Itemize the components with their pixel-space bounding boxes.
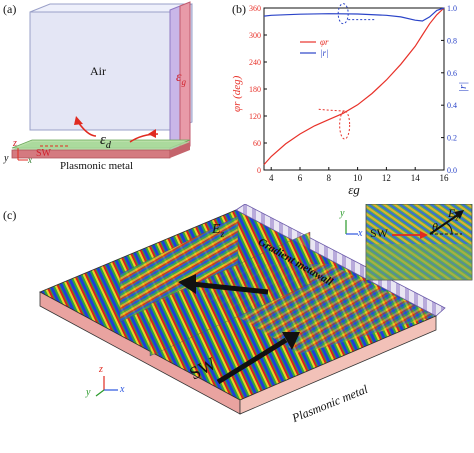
y-right-tick-label: 0.6 <box>447 69 457 78</box>
x-tick-label: 14 <box>411 173 421 183</box>
plasmonic-label-a: Plasmonic metal <box>60 160 134 172</box>
axis-x-a: x <box>28 155 32 165</box>
reflected-arrow-head <box>178 274 196 294</box>
x-tick-label: 4 <box>269 173 274 183</box>
mag-marker-ellipse <box>337 3 349 25</box>
x-tick-label: 10 <box>353 173 363 183</box>
series-line-phase <box>263 7 445 165</box>
axis-y-c: y <box>86 387 91 398</box>
panel-b-label: (b) <box>232 2 246 16</box>
field-map-3d <box>39 203 473 415</box>
y-left-tick-label: 360 <box>249 4 261 13</box>
y-right-tick-label: 0.2 <box>447 134 457 143</box>
y-right-axis-label: |r| <box>457 82 469 92</box>
inset-angle-arc <box>445 222 453 235</box>
inset-wall <box>366 244 472 280</box>
inset-ez-sub: z <box>455 213 459 223</box>
air-box-top <box>29 3 193 13</box>
eps-g-sub: g <box>181 76 187 87</box>
air-label: Air <box>90 64 106 78</box>
y-left-tick-label: 0 <box>257 166 261 175</box>
phase-reflection-chart: 4 6 8 10 12 14 16 0 60 120 180 240 300 360 0.0 0.2 0.4 0.… <box>231 3 469 197</box>
eps-g-symbol: ε <box>176 70 182 85</box>
y-left-tick-label: 240 <box>249 58 261 67</box>
y-right-tick-label: 1.0 <box>447 4 457 13</box>
inset-ez-symbol: E <box>448 206 456 220</box>
inset-theta-label: θ <box>432 220 438 234</box>
incident-arrow-head <box>282 332 300 350</box>
x-tick-label: 6 <box>298 173 303 183</box>
ez-label: Ez <box>212 222 224 239</box>
axis-z-c: z <box>99 364 103 375</box>
panel-b: (b) 4 6 8 10 12 14 16 0 60 120 180 240 300 360 0.0 0.2 0… <box>230 0 474 200</box>
eps-d-sub: d <box>105 140 111 151</box>
panel-a-schematic <box>11 1 193 161</box>
reflected-arrow-shaft <box>191 281 269 295</box>
legend-label: φr <box>320 37 329 47</box>
phase-marker-arrow <box>318 108 345 112</box>
y-right-tick-label: 0.8 <box>447 36 457 45</box>
field-slice-back <box>119 215 239 323</box>
axis-y-line-c <box>95 389 105 397</box>
eps-d-label: εd <box>100 132 111 151</box>
inset-ez-label: Ez <box>448 206 458 222</box>
ez-symbol: E <box>212 222 221 237</box>
inset-incident-head <box>420 231 428 239</box>
gradient-metawall <box>235 203 446 317</box>
y-left-axis-label: φr (deg) <box>231 75 243 112</box>
metal-slab-top <box>12 142 190 150</box>
panel-c-label: (c) <box>3 208 17 222</box>
panel-a-label: (a) <box>3 2 17 16</box>
axis-y-a: y <box>4 153 9 164</box>
incident-arrow-shaft <box>216 337 288 385</box>
x-axis-label: εg <box>348 182 360 197</box>
y-left-tick-label: 180 <box>249 85 261 94</box>
y-right-tick-label: 0.0 <box>447 166 457 175</box>
inset-reflected-head <box>454 210 464 219</box>
y-left-tick-label: 60 <box>253 139 261 148</box>
plot-frame <box>263 7 445 171</box>
legend-label: |r| <box>320 48 328 58</box>
y-left-tick-label: 300 <box>249 31 261 40</box>
curved-arrow-left-head <box>74 116 83 125</box>
x-tick-label: 12 <box>382 173 391 183</box>
panel-a: (a) Air εg εd SW z y x Plasmonic metal <box>0 0 230 200</box>
curved-arrow-right-head <box>148 129 156 138</box>
panel-c: (c) Ez Gradient metawall SW Plasmonic me… <box>0 203 474 448</box>
axis-z-a: z <box>13 138 17 149</box>
field-slice-front <box>149 231 311 357</box>
eps-g-label: εg <box>176 70 186 87</box>
metal-slab-side <box>170 142 190 158</box>
x-tick-label: 8 <box>327 173 332 183</box>
y-left-tick-label: 120 <box>249 112 261 121</box>
inset-axis-y-label: y <box>340 208 345 219</box>
inset-axis-x-label: x <box>358 228 363 239</box>
inset-sw-label: SW <box>370 226 388 240</box>
x-tick-label: 16 <box>440 173 450 183</box>
phase-marker-ellipse <box>339 110 351 140</box>
y-right-tick-label: 0.4 <box>447 101 457 110</box>
sw-label-a: SW <box>36 148 51 159</box>
ez-sub: z <box>220 228 225 239</box>
slab-side <box>239 315 437 415</box>
series-line-magnitude <box>263 7 445 22</box>
eps-d-symbol: ε <box>100 132 106 148</box>
axis-x-c: x <box>120 384 125 395</box>
